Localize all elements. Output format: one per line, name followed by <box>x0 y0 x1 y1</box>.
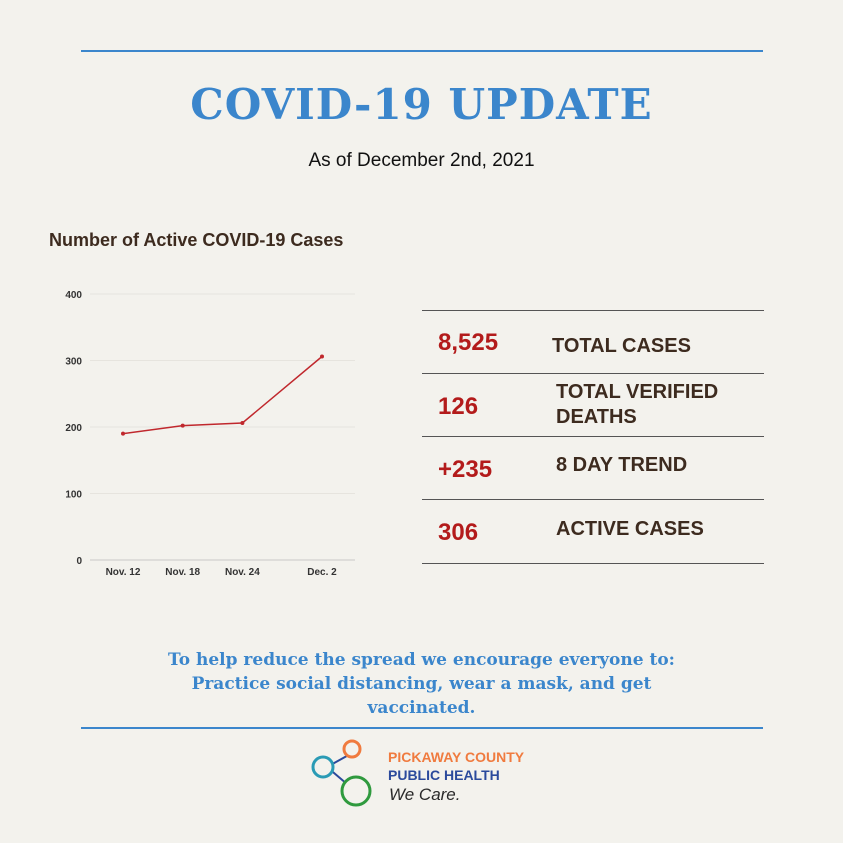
deaths-value: 126 <box>438 393 479 420</box>
message-line: To help reduce the spread we encourage e… <box>168 650 675 670</box>
health-department-logo-icon <box>311 739 372 807</box>
y-tick-label: 400 <box>65 290 82 301</box>
active-cases-line-chart: 0 100 200 300 400 Nov. 12 Nov. 18 Nov. 24 Dec. 2 <box>65 290 355 578</box>
stats-divider <box>422 310 764 311</box>
deaths-label-line1: TOTAL VERIFIED <box>556 381 719 403</box>
trend-label: 8 DAY TREND <box>556 454 688 476</box>
x-tick-label: Nov. 18 <box>165 567 200 578</box>
data-point <box>240 421 245 426</box>
y-tick-label: 200 <box>65 423 82 434</box>
logo-tagline: We Care. <box>389 785 461 804</box>
total-cases-value: 8,525 <box>438 329 499 356</box>
page-title: COVID-19 UPDATE <box>190 80 653 129</box>
x-tick-label: Dec. 2 <box>307 567 337 578</box>
logo-text-county: PICKAWAY COUNTY <box>388 749 525 765</box>
chart-title: Number of Active COVID-19 Cases <box>49 230 344 250</box>
message-line: Practice social distancing, wear a mask,… <box>191 674 652 694</box>
top-divider <box>81 50 763 52</box>
message-line: vaccinated. <box>367 698 476 718</box>
trend-value: +235 <box>438 456 493 483</box>
x-tick-label: Nov. 12 <box>106 567 141 578</box>
stats-divider <box>422 436 764 437</box>
active-cases-label: ACTIVE CASES <box>556 518 704 540</box>
y-tick-label: 0 <box>76 556 82 567</box>
stats-divider <box>422 563 764 564</box>
series-line <box>122 355 323 435</box>
data-point <box>121 431 125 436</box>
y-tick-label: 100 <box>65 490 82 501</box>
data-point <box>180 423 185 428</box>
prevention-message: To help reduce the spread we encourage e… <box>0 648 843 720</box>
deaths-label-line2: DEATHS <box>556 406 637 428</box>
total-cases-label: TOTAL CASES <box>552 335 691 357</box>
stats-divider <box>422 373 764 374</box>
active-cases-value: 306 <box>438 519 479 546</box>
bottom-divider <box>81 727 763 729</box>
update-date: As of December 2nd, 2021 <box>308 150 535 171</box>
y-tick-label: 300 <box>65 357 82 368</box>
data-point <box>320 354 324 359</box>
x-tick-label: Nov. 24 <box>225 567 260 578</box>
stats-divider <box>422 499 764 500</box>
logo-text-public-health: PUBLIC HEALTH <box>388 767 500 783</box>
